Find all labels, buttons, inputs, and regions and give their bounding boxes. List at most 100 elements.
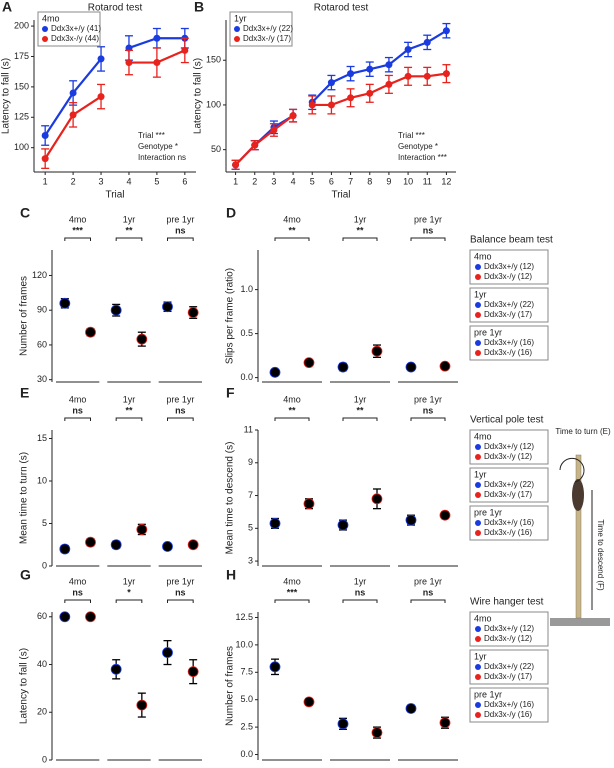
legend-label: Ddx3x+/y (16)	[484, 700, 534, 709]
y-tick-label: 15	[37, 433, 47, 443]
legend-title: 4mo	[474, 613, 492, 623]
annotation: Trial ***	[398, 131, 425, 140]
mean-point	[269, 661, 281, 673]
significance: ns	[175, 225, 186, 235]
pole	[575, 454, 582, 619]
legend-box	[469, 649, 549, 685]
bracket	[410, 237, 446, 241]
data-point	[366, 65, 374, 73]
legend-title: 4mo	[474, 251, 492, 261]
legend-box	[469, 249, 549, 285]
mean-point	[371, 345, 383, 357]
group-label: pre 1yr	[414, 394, 442, 404]
group-label: pre 1yr	[166, 214, 194, 224]
legend-box	[229, 11, 293, 47]
legend-marker	[475, 664, 481, 670]
data-point	[41, 132, 49, 140]
group-label: pre 1yr	[166, 576, 194, 586]
data-point	[366, 89, 374, 97]
legend-title: 4mo	[42, 13, 60, 23]
mean-point	[405, 514, 417, 526]
group-label: 4mo	[283, 214, 301, 224]
y-tick-label: 30	[37, 374, 47, 384]
legend-label: Ddx3x-/y (44)	[51, 34, 99, 43]
mean-point	[187, 307, 199, 318]
y-tick-label: 125	[14, 112, 29, 122]
bracket	[342, 599, 378, 603]
bracket	[115, 237, 143, 241]
legend-title: 1yr	[474, 651, 487, 661]
legend-marker	[42, 26, 48, 32]
annotation: Trial ***	[138, 131, 165, 140]
legend-marker	[475, 492, 481, 498]
legend-label: Ddx3x-/y (12)	[484, 272, 532, 281]
legend-marker	[475, 312, 481, 318]
legend-label: Ddx3x+/y (41)	[51, 24, 101, 33]
legend-label: Ddx3x+/y (12)	[484, 442, 534, 451]
data-point	[308, 101, 316, 109]
group-label: 1yr	[123, 576, 136, 586]
chart-title: Rotarod test	[314, 3, 369, 14]
legend-title: 1yr	[234, 13, 247, 23]
legend-box	[469, 325, 549, 361]
data-point	[125, 59, 133, 67]
legend-section-title: Vertical pole test	[470, 415, 544, 426]
group-label: 4mo	[283, 576, 301, 586]
panel-letter: A	[2, 0, 12, 15]
legend-section-title: Wire hanger test	[470, 597, 544, 608]
x-tick-label: 7	[348, 176, 353, 186]
significance: **	[356, 225, 364, 235]
annotation: Interaction ns	[138, 153, 186, 162]
y-axis-label: Mean time to descend (s)	[225, 442, 236, 555]
data-point	[153, 34, 161, 42]
legend-marker	[475, 520, 481, 526]
y-tick-label: 5	[42, 518, 47, 528]
significance: ns	[423, 405, 434, 415]
legend-box	[469, 429, 549, 465]
y-axis-label: Latency to fall (s)	[1, 58, 12, 134]
legend-label: Ddx3x-/y (12)	[484, 634, 532, 643]
data-point	[423, 72, 431, 80]
x-tick-label: 10	[403, 176, 413, 186]
legend-marker	[475, 712, 481, 718]
legend-marker	[234, 36, 240, 42]
mean-point	[439, 360, 451, 372]
data-point	[385, 61, 393, 69]
legend-marker	[475, 264, 481, 270]
y-axis-label: Slips per frame (ratio)	[225, 268, 236, 364]
mean-point	[337, 361, 349, 373]
significance: ns	[175, 587, 186, 597]
mean-point	[303, 696, 315, 708]
x-tick-label: 4	[126, 176, 131, 186]
y-tick-label: 9	[248, 457, 253, 467]
group-label: 4mo	[69, 214, 87, 224]
mean-point	[303, 498, 315, 510]
data-point	[69, 111, 77, 119]
legend-marker	[475, 626, 481, 632]
x-tick-label: 3	[271, 176, 276, 186]
legend-title: pre 1yr	[474, 507, 502, 517]
legend-label: Ddx3x-/y (17)	[484, 310, 532, 319]
mean-point	[337, 718, 349, 730]
panel-letter: E	[20, 385, 29, 401]
bracket	[410, 599, 446, 603]
significance: **	[125, 225, 133, 235]
legend-marker	[475, 636, 481, 642]
y-tick-label: 60	[37, 611, 47, 621]
x-axis-label: Trial	[331, 190, 350, 201]
y-tick-label: 0.0	[240, 749, 253, 759]
y-tick-label: 11	[244, 424, 253, 434]
legend-label: Ddx3x-/y (17)	[243, 34, 291, 43]
x-tick-label: 8	[367, 176, 372, 186]
bracket	[410, 417, 446, 421]
significance: ***	[72, 225, 83, 235]
mean-point	[162, 301, 173, 313]
mean-point	[405, 361, 417, 373]
y-axis-label: Latency to fall (s)	[193, 58, 204, 134]
legend-section-title: Balance beam test	[470, 235, 553, 246]
legend-label: Ddx3x+/y (16)	[484, 338, 534, 347]
bracket	[167, 599, 194, 603]
x-tick-label: 1	[233, 176, 238, 186]
y-tick-label: 150	[14, 81, 29, 91]
legend-label: Ddx3x+/y (12)	[484, 624, 534, 633]
